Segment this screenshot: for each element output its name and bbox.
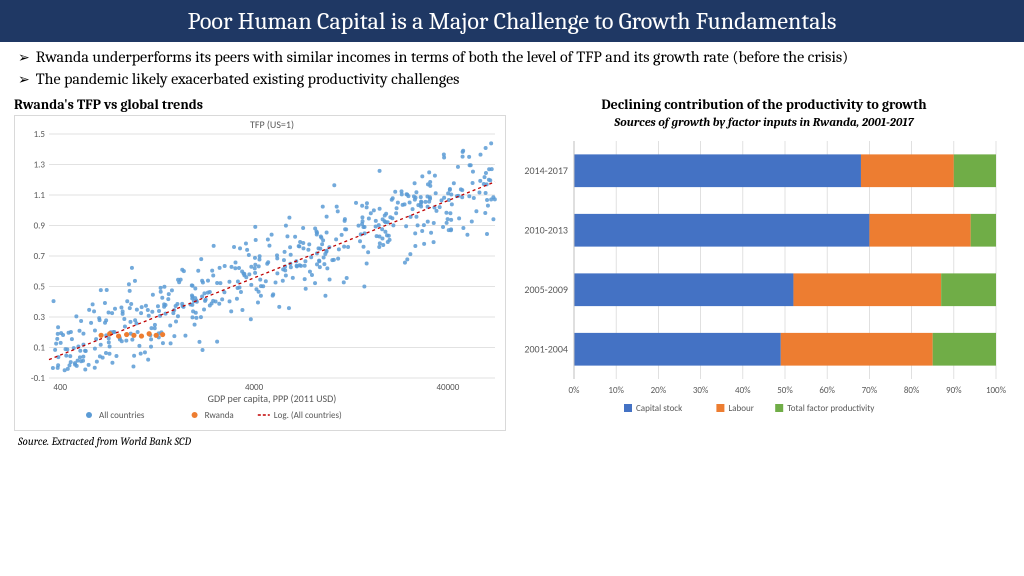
svg-text:70%: 70% xyxy=(862,385,878,396)
svg-text:20%: 20% xyxy=(651,385,667,396)
svg-text:50%: 50% xyxy=(777,385,793,396)
bullet-text: The pandemic likely exacerbated existing… xyxy=(36,70,460,88)
bullet-arrow-icon: ➢ xyxy=(18,70,30,90)
right-chart-column: Declining contribution of the productivi… xyxy=(518,96,1010,431)
scatter-chart: -0.10.10.30.50.70.91.11.31.5400400040000… xyxy=(14,115,506,431)
svg-text:Rwanda: Rwanda xyxy=(205,410,234,421)
svg-text:100%: 100% xyxy=(986,385,1006,396)
svg-text:Labour: Labour xyxy=(728,403,753,414)
source-note: Source. Extracted from World Bank SCD xyxy=(0,431,1024,452)
svg-text:-0.1: -0.1 xyxy=(31,373,46,384)
svg-text:0.1: 0.1 xyxy=(34,343,46,354)
svg-text:1.1: 1.1 xyxy=(34,190,46,201)
svg-text:40000: 40000 xyxy=(436,382,459,393)
svg-text:Capital stock: Capital stock xyxy=(636,403,682,414)
scatter-svg: -0.10.10.30.50.70.91.11.31.5400400040000… xyxy=(15,116,503,426)
svg-text:0%: 0% xyxy=(569,385,581,396)
svg-text:All countries: All countries xyxy=(99,410,145,421)
left-chart-title: Rwanda's TFP vs global trends xyxy=(14,96,506,113)
svg-text:GDP per capita, PPP (2011 USD): GDP per capita, PPP (2011 USD) xyxy=(208,392,337,405)
svg-text:TFP (US=1): TFP (US=1) xyxy=(250,118,294,131)
svg-text:30%: 30% xyxy=(693,385,709,396)
bullet-item: ➢ The pandemic likely exacerbated existi… xyxy=(18,70,1006,90)
bullet-item: ➢ Rwanda underperforms its peers with si… xyxy=(18,48,1006,68)
svg-text:2001-2004: 2001-2004 xyxy=(524,342,568,355)
svg-text:0.5: 0.5 xyxy=(34,282,46,293)
slide-title: Poor Human Capital is a Major Challenge … xyxy=(0,0,1024,42)
svg-text:90%: 90% xyxy=(946,385,962,396)
svg-text:10%: 10% xyxy=(608,385,624,396)
right-chart-title: Declining contribution of the productivi… xyxy=(518,96,1010,113)
svg-text:400: 400 xyxy=(53,382,67,393)
svg-text:0.9: 0.9 xyxy=(34,221,46,232)
bullet-list: ➢ Rwanda underperforms its peers with si… xyxy=(0,42,1024,96)
bullet-arrow-icon: ➢ xyxy=(18,48,30,68)
bar-svg: 0% 10% 20% 30% 40% 50% 60% 70% 80% 90% 100% 2014-20… xyxy=(518,133,1006,423)
svg-text:Log. (All countries): Log. (All countries) xyxy=(274,410,342,421)
svg-text:Total factor productivity: Total factor productivity xyxy=(787,403,875,414)
svg-text:1.5: 1.5 xyxy=(34,129,46,140)
svg-text:80%: 80% xyxy=(904,385,920,396)
bullet-text: Rwanda underperforms its peers with simi… xyxy=(36,48,849,66)
right-chart-subtitle: Sources of growth by factor inputs in Rw… xyxy=(518,115,1010,129)
svg-text:2014-2017: 2014-2017 xyxy=(524,164,568,177)
svg-text:40%: 40% xyxy=(735,385,751,396)
svg-text:0.7: 0.7 xyxy=(34,251,46,262)
svg-text:1.3: 1.3 xyxy=(34,160,46,171)
stacked-bar-chart: 0% 10% 20% 30% 40% 50% 60% 70% 80% 90% 100% 2014-20… xyxy=(518,133,1010,427)
left-chart-column: Rwanda's TFP vs global trends -0.1 0.1 0.3… xyxy=(14,96,506,431)
svg-text:2005-2009: 2005-2009 xyxy=(524,283,568,296)
svg-text:2010-2013: 2010-2013 xyxy=(524,223,568,236)
svg-text:60%: 60% xyxy=(819,385,835,396)
svg-text:0.3: 0.3 xyxy=(34,312,46,323)
